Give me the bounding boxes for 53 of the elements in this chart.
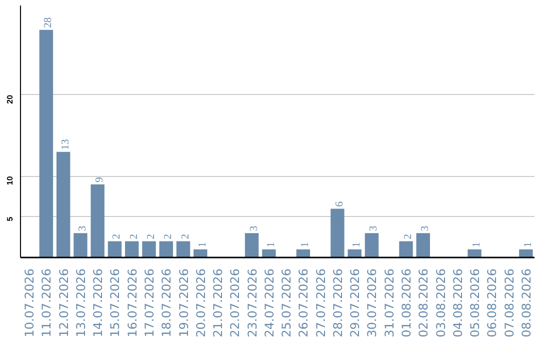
data-label: 28 xyxy=(43,17,54,28)
x-tick-label: 01.08.2026 xyxy=(400,268,414,338)
x-tick-label: 06.08.2026 xyxy=(485,268,500,338)
data-label: 1 xyxy=(300,242,312,248)
x-tick-label: 16.07.2026 xyxy=(125,268,140,338)
y-tick-label: 20 xyxy=(6,94,14,104)
x-tick-label: 28.07.2026 xyxy=(330,268,345,338)
x-tick-label: 10.07.2026 xyxy=(22,268,37,338)
data-label: 3 xyxy=(420,226,432,232)
x-tick-label: 23.07.2026 xyxy=(245,268,260,338)
x-tick-label: 26.07.2026 xyxy=(296,268,311,338)
x-tick-label: 15.07.2026 xyxy=(108,268,122,338)
x-tick-label: 17.07.2026 xyxy=(142,268,156,338)
data-label: 1 xyxy=(522,242,534,248)
data-label: 1 xyxy=(197,242,208,248)
x-tick-label: 05.08.2026 xyxy=(468,268,482,338)
x-tick-label: 04.08.2026 xyxy=(450,268,465,338)
data-label: 3 xyxy=(248,226,260,232)
x-tick-label: 25.07.2026 xyxy=(280,268,294,338)
data-label: 9 xyxy=(94,177,106,182)
data-label: 2 xyxy=(112,234,123,240)
x-tick-label: 18.07.2026 xyxy=(160,268,174,338)
data-label: 3 xyxy=(77,226,88,232)
x-tick-label: 27.07.2026 xyxy=(314,268,328,338)
x-tick-label: 19.07.2026 xyxy=(176,268,191,338)
data-label: 1 xyxy=(352,242,363,248)
x-tick-label: 22.07.2026 xyxy=(228,268,242,338)
x-tick-label: 29.07.2026 xyxy=(348,268,362,338)
data-label: 2 xyxy=(403,234,414,240)
data-label: 3 xyxy=(368,226,380,232)
x-tick-label: 14.07.2026 xyxy=(91,268,106,338)
x-tick-label: 31.07.2026 xyxy=(382,268,396,338)
x-tick-label: 12.07.2026 xyxy=(56,268,71,338)
x-tick-label: 03.08.2026 xyxy=(434,268,448,338)
x-tick-label: 13.07.2026 xyxy=(74,268,88,338)
data-label: 1 xyxy=(472,242,483,248)
y-tick-label: 5 xyxy=(6,216,14,222)
x-tick-label: 24.07.2026 xyxy=(262,268,276,338)
x-tick-label: 30.07.2026 xyxy=(365,268,380,338)
data-label: 2 xyxy=(146,234,157,240)
data-label: 13 xyxy=(60,139,72,150)
x-tick-label: 02.08.2026 xyxy=(416,268,431,338)
data-label: 1 xyxy=(266,242,277,248)
x-tick-label: 11.07.2026 xyxy=(40,268,54,338)
data-label: 2 xyxy=(163,234,174,240)
x-tick-label: 07.08.2026 xyxy=(502,268,516,338)
x-tick-label: 08.08.2026 xyxy=(519,268,534,338)
data-label: 2 xyxy=(180,234,192,240)
data-label: 2 xyxy=(128,234,140,240)
y-tick-label: 10 xyxy=(6,176,14,186)
x-tick-label: 21.07.2026 xyxy=(211,268,226,338)
data-label: 6 xyxy=(334,200,346,207)
x-tick-label: 20.07.2026 xyxy=(194,268,208,338)
